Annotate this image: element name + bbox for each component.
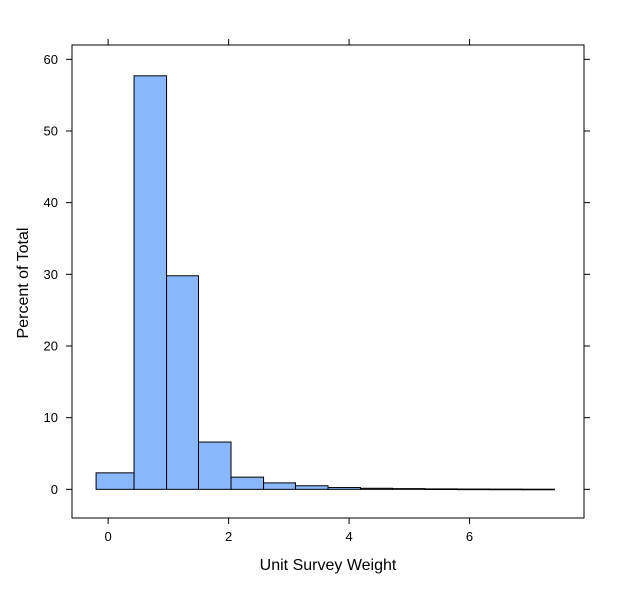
histogram-bar-6 xyxy=(294,485,329,490)
y-tick-label-40: 40 xyxy=(44,195,58,210)
histogram-bar-8 xyxy=(360,487,393,490)
y-tick-label-10: 10 xyxy=(44,410,58,425)
histogram-bar-11 xyxy=(457,488,490,491)
x-tick-label-4: 4 xyxy=(345,529,352,544)
y-axis-title: Percent of Total xyxy=(15,228,32,339)
histogram-bar-4 xyxy=(230,476,265,490)
histogram-bar-12 xyxy=(488,488,523,491)
x-axis-title: Unit Survey Weight xyxy=(260,557,397,574)
x-tick-label-6: 6 xyxy=(466,529,473,544)
histogram-bar-0 xyxy=(95,472,135,490)
histogram-bar-5 xyxy=(263,482,296,490)
y-tick-label-60: 60 xyxy=(44,52,58,67)
histogram-bar-1 xyxy=(133,75,168,490)
histogram-bar-10 xyxy=(424,488,459,491)
histogram-bar-2 xyxy=(166,275,199,490)
x-tick-label-0: 0 xyxy=(105,529,112,544)
y-tick-label-30: 30 xyxy=(44,267,58,282)
bars-layer xyxy=(95,75,555,491)
y-tick-label-0: 0 xyxy=(51,482,58,497)
histogram-bar-7 xyxy=(327,487,362,490)
y-tick-label-50: 50 xyxy=(44,124,58,139)
histogram-bar-3 xyxy=(197,441,232,490)
histogram-bar-9 xyxy=(391,488,426,490)
x-tick-label-2: 2 xyxy=(225,529,232,544)
plot-frame xyxy=(71,44,585,519)
y-tick-label-20: 20 xyxy=(44,339,58,354)
histogram-bar-13 xyxy=(521,488,555,491)
